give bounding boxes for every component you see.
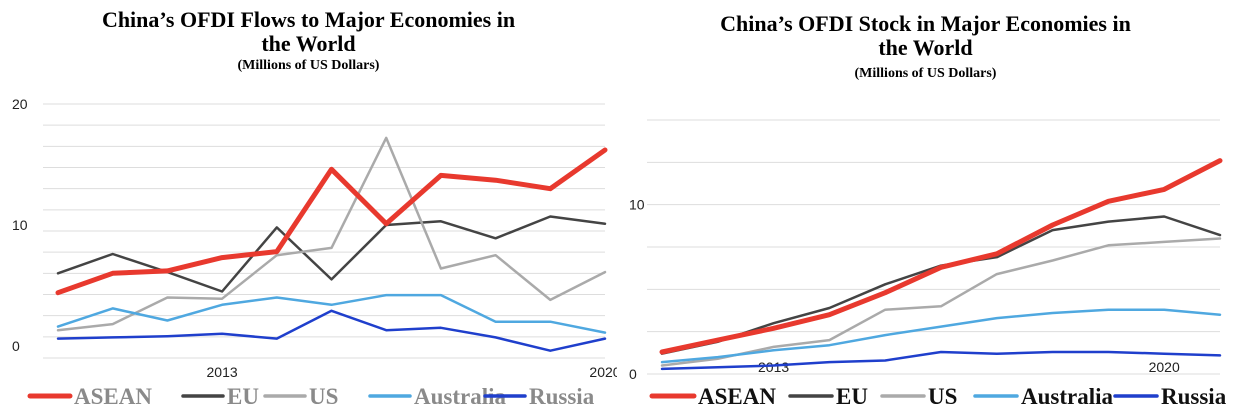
stock-title-line-1: China’s OFDI Stock in Major Economies in: [720, 11, 1131, 36]
series-line-eu: [56, 215, 607, 293]
legend-label-us: US: [309, 384, 338, 409]
flows-title-line-2: the World: [261, 31, 356, 56]
stock-chart-title: China’s OFDI Stock in Major Economies in…: [617, 12, 1234, 60]
legend-label-asean: ASEAN: [698, 384, 776, 409]
legend-label-eu: EU: [227, 384, 259, 409]
y-tick-label: 10: [12, 217, 28, 233]
series-line-australia: [660, 308, 1222, 364]
gridlines: [647, 119, 1220, 375]
y-tick-label: 20: [12, 96, 28, 112]
y-tick-label: 0: [12, 338, 20, 354]
legend-label-us: US: [928, 384, 957, 409]
series-line-asean: [55, 147, 608, 296]
x-tick-label: 2020: [1149, 359, 1180, 375]
flows-chart-title: China’s OFDI Flows to Major Economies in…: [0, 8, 617, 56]
legend-label-russia: Russia: [1161, 384, 1227, 409]
x-tick-label: 2013: [758, 359, 789, 375]
stock-line-chart: 0 10 2013 2020 ASEAN EU US Australia Russia: [629, 119, 1227, 409]
legend-label-russia: Russia: [529, 384, 595, 409]
series-line-russia: [660, 350, 1222, 371]
legend-label-australia: Australia: [1021, 384, 1114, 409]
legend-label-asean: ASEAN: [74, 384, 152, 409]
legend-label-eu: EU: [836, 384, 868, 409]
series-line-asean: [659, 158, 1223, 355]
y-tick-label: 10: [629, 197, 645, 213]
series-line-us: [56, 136, 607, 332]
flows-chart-subtitle: (Millions of US Dollars): [237, 58, 380, 73]
y-tick-label: 0: [629, 366, 637, 382]
series-line-us: [660, 237, 1222, 367]
x-tick-label: 2013: [207, 364, 238, 380]
flows-chart-panel: China’s OFDI Flows to Major Economies in…: [0, 8, 617, 410]
flows-title-line-1: China’s OFDI Flows to Major Economies in: [101, 7, 516, 32]
stock-chart-subtitle: (Millions of US Dollars): [854, 66, 997, 81]
series-line-australia: [56, 293, 607, 334]
stock-title-line-2: the World: [878, 35, 973, 60]
x-tick-label: 2020: [589, 364, 617, 380]
gridlines: [43, 103, 605, 359]
series-line-russia: [56, 309, 607, 352]
stock-chart-panel: China’s OFDI Stock in Major Economies in…: [617, 0, 1234, 414]
